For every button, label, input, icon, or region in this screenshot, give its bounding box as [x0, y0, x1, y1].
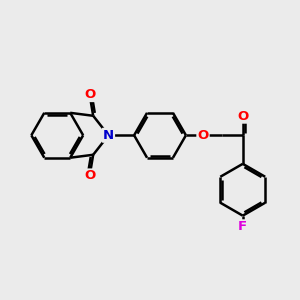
Text: F: F: [238, 220, 247, 233]
Text: N: N: [103, 129, 114, 142]
Text: O: O: [197, 129, 208, 142]
Text: O: O: [84, 169, 95, 182]
Text: O: O: [84, 88, 95, 101]
Text: O: O: [237, 110, 248, 123]
